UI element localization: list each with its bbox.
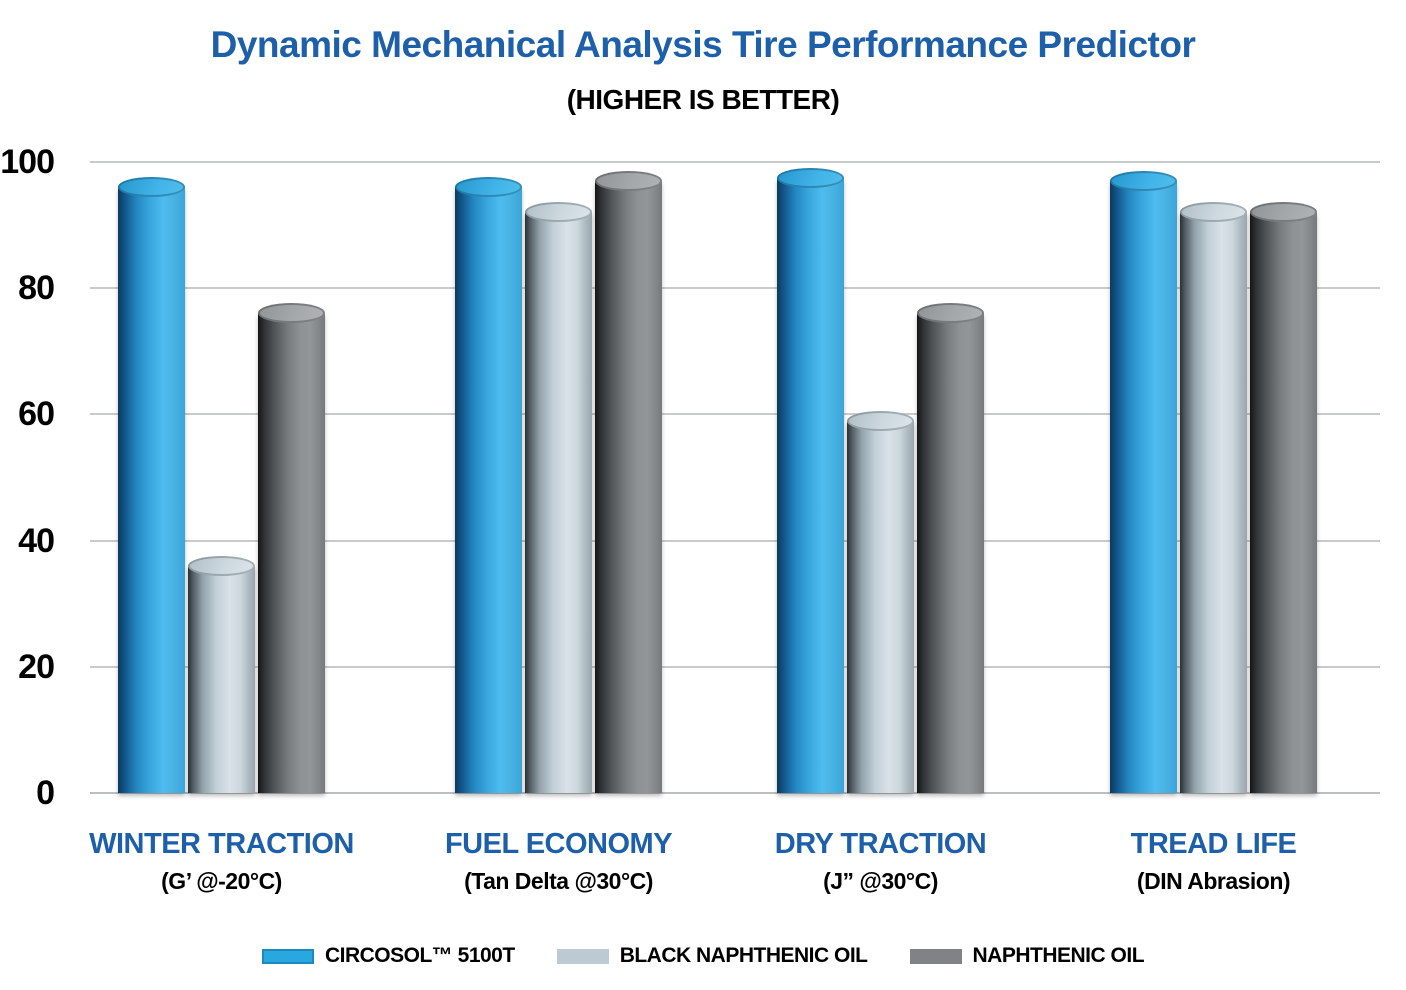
bar-series2-cat3 [1250,202,1317,793]
chart-subtitle: (HIGHER IS BETTER) [566,84,840,115]
bar-series0-cat3 [1110,170,1177,793]
gridline-0 [90,792,1380,794]
category-sublabel: (J” @30°C) [823,868,938,895]
legend-item-0: CIRCOSOL™ 5100T [261,944,515,968]
bar-series1-cat3 [1180,202,1247,793]
legend-label: BLACK NAPHTHENIC OIL [619,944,868,967]
bar-series2-cat2 [917,303,984,793]
category-sublabel: (Tan Delta @30°C) [464,868,653,895]
x-axis-label-cat1: FUEL ECONOMY (Tan Delta @30°C) [389,828,729,895]
category-label: WINTER TRACTION [89,828,354,860]
gridline-20 [90,665,1380,668]
legend-swatch [909,948,962,964]
gridline-100 [90,161,1380,163]
legend: CIRCOSOL™ 5100T BLACK NAPHTHENIC OIL NAPHT… [0,944,1406,968]
category-label: TREAD LIFE [1130,828,1297,860]
gridline-40 [90,539,1380,542]
bar-series1-cat1 [525,202,592,793]
x-axis-label-cat0: WINTER TRACTION (G’ @-20°C) [52,828,392,895]
category-sublabel: (DIN Abrasion) [1136,868,1291,895]
legend-item-1: BLACK NAPHTHENIC OIL [556,944,868,968]
bar-series0-cat2 [777,167,844,793]
bar-series0-cat1 [455,177,522,793]
y-axis-tick-label-60: 60 [18,395,55,434]
bar-series2-cat1 [595,170,662,793]
legend-swatch [556,948,609,964]
chart-title: Dynamic Mechanical Analysis Tire Perform… [210,24,1196,65]
y-axis-tick-label-0: 0 [36,774,55,812]
x-axis-label-cat3: TREAD LIFE (DIN Abrasion) [1044,828,1384,895]
bar-series1-cat0 [188,555,255,793]
legend-item-2: NAPHTHENIC OIL [909,944,1145,968]
x-axis-label-cat2: DRY TRACTION (J” @30°C) [711,828,1051,895]
y-axis-tick-label-20: 20 [18,647,55,686]
gridline-60 [90,413,1380,416]
y-axis-tick-label-100: 100 [0,143,55,181]
gridline-80 [90,287,1380,290]
plot-area: 0 20 40 60 80 100 [0,145,1380,810]
bar-series2-cat0 [258,303,325,793]
bar-series0-cat0 [118,177,185,793]
legend-label: NAPHTHENIC OIL [972,944,1145,967]
category-label: FUEL ECONOMY [444,828,673,860]
bar-series1-cat2 [847,410,914,793]
legend-swatch [261,948,314,964]
legend-label: CIRCOSOL™ 5100T [324,944,515,967]
category-sublabel: (G’ @-20°C) [161,868,282,895]
y-axis-tick-label-40: 40 [18,521,55,560]
y-axis-tick-label-80: 80 [18,269,55,308]
category-label: DRY TRACTION [774,828,987,860]
